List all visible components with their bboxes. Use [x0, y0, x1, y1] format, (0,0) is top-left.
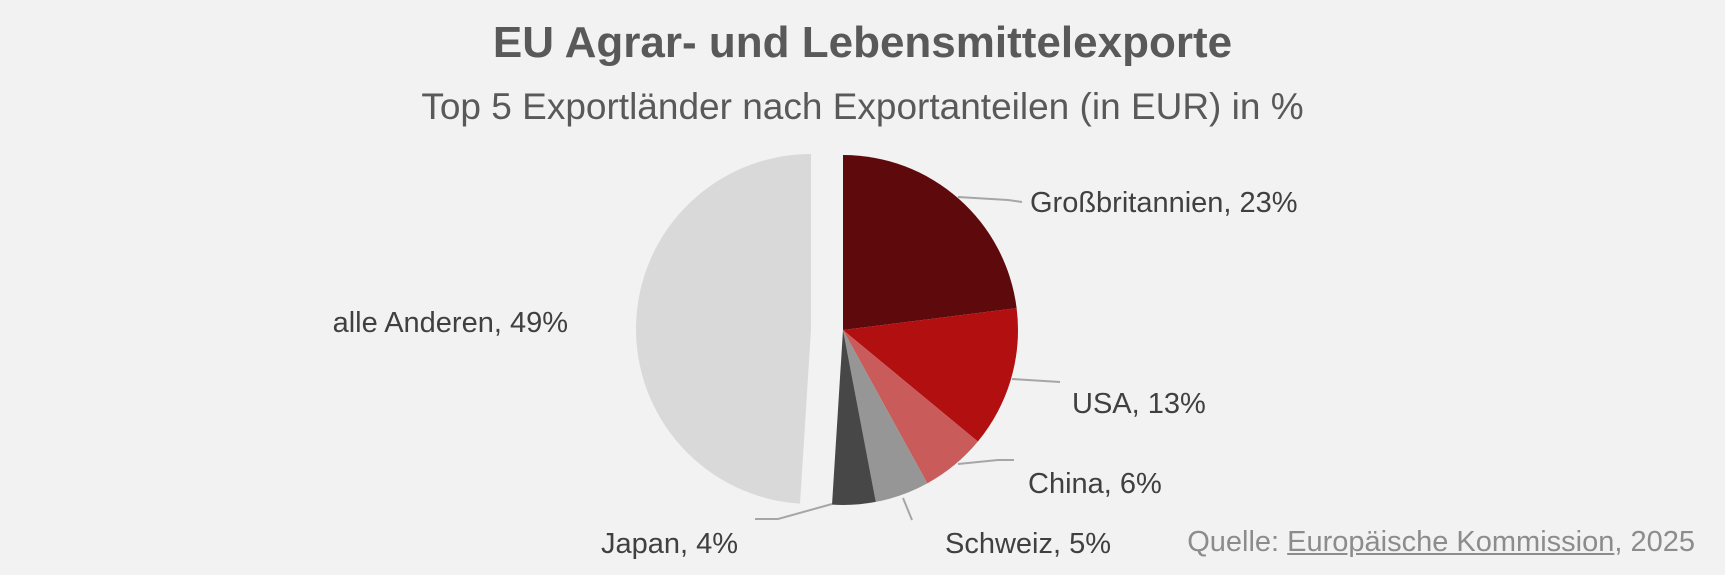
data-label-grossbritannien: Großbritannien, 23%	[1030, 187, 1298, 219]
source-suffix: , 2025	[1614, 526, 1695, 558]
source-prefix: Quelle:	[1187, 526, 1288, 558]
leader-line-japan	[755, 503, 833, 520]
data-label-japan: Japan, 4%	[601, 528, 738, 560]
data-label-alle-anderen: alle Anderen, 49%	[333, 307, 568, 339]
source-note: Quelle: Europäische Kommission, 2025	[1187, 526, 1695, 559]
data-label-china: China, 6%	[1028, 468, 1162, 500]
leader-line-china	[957, 459, 1014, 465]
pie-slice-china	[843, 330, 978, 484]
leader-line-grossbritannien	[957, 196, 1023, 203]
pie-slice-grossbritannien	[843, 155, 1017, 330]
data-label-usa: USA, 13%	[1072, 388, 1206, 420]
pie-slice-schweiz	[843, 330, 928, 502]
data-label-schweiz: Schweiz, 5%	[945, 528, 1111, 560]
pie-slice-japan	[832, 330, 876, 505]
source-link[interactable]: Europäische Kommission	[1287, 526, 1615, 558]
pie-slice-usa	[843, 308, 1019, 442]
pie-slice-alle-anderen	[636, 153, 812, 504]
leader-line-usa	[1011, 378, 1061, 383]
leader-line-schweiz	[902, 497, 913, 521]
chart-title: EU Agrar- und Lebensmittelexporte	[492, 18, 1233, 67]
chart-subtitle: Top 5 Exportländer nach Exportanteilen (…	[421, 86, 1304, 127]
